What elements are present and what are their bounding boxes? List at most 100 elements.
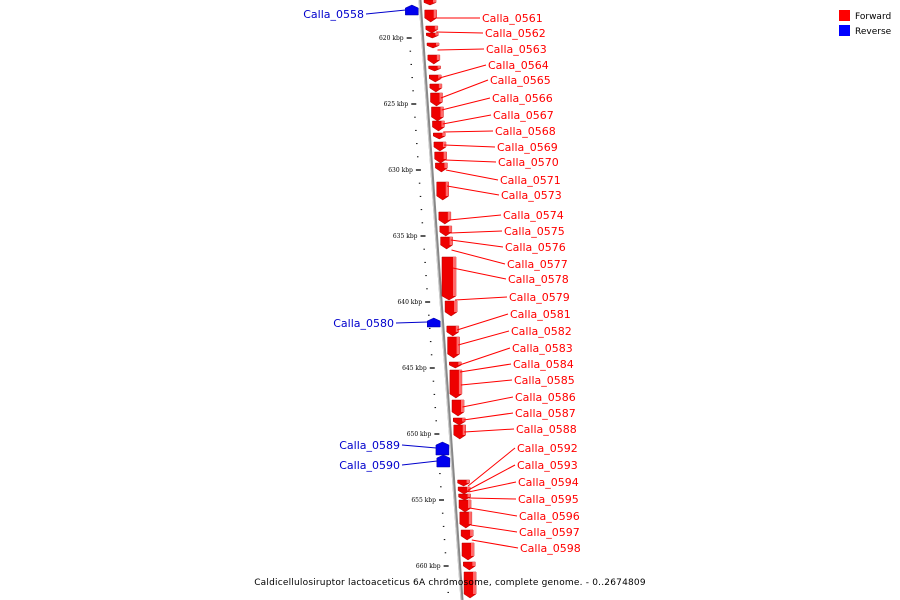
- legend-label: Reverse: [855, 27, 892, 37]
- forward-gene-shade: [454, 301, 458, 312]
- forward-gene-shade: [443, 152, 447, 159]
- tick-label: 660 kbp: [416, 563, 441, 570]
- forward-gene-leader: [462, 396, 514, 408]
- forward-gene-shade: [435, 33, 439, 36]
- reverse-gene-leader: [401, 460, 438, 466]
- legend-swatch: [839, 25, 850, 36]
- forward-gene-leader: [467, 447, 516, 487]
- forward-gene-shade: [436, 43, 440, 46]
- forward-gene-leader: [440, 79, 489, 99]
- forward-gene-shade: [456, 337, 460, 354]
- tick-label: 625 kbp: [384, 101, 409, 108]
- forward-gene-label: Calla_0598: [520, 542, 581, 555]
- forward-gene-leader: [469, 507, 518, 517]
- forward-gene-leader: [437, 48, 485, 51]
- forward-gene-leader: [452, 267, 507, 280]
- reverse-gene-label: Calla_0580: [333, 317, 394, 330]
- forward-gene-shade: [468, 500, 471, 508]
- forward-gene-label: Calla_0597: [519, 526, 580, 539]
- tick-label: 630 kbp: [388, 167, 413, 174]
- forward-gene-shade: [458, 370, 462, 394]
- forward-gene-label: Calla_0585: [514, 374, 575, 387]
- forward-gene-shade: [437, 66, 441, 69]
- forward-gene-shade: [452, 257, 456, 296]
- forward-gene-label: Calla_0579: [509, 291, 570, 304]
- forward-gene-shade: [442, 133, 446, 136]
- forward-gene-leader: [450, 239, 504, 248]
- forward-gene-label: Calla_0587: [515, 407, 576, 420]
- forward-gene-label: Calla_0588: [516, 423, 577, 436]
- forward-gene-label: Calla_0564: [488, 59, 549, 72]
- forward-gene-label: Calla_0596: [519, 510, 580, 523]
- forward-gene-leader: [464, 428, 515, 433]
- forward-gene-leader: [454, 296, 508, 301]
- tick-label: 655 kbp: [411, 497, 436, 504]
- forward-gene-shade: [472, 562, 476, 566]
- forward-gene-label: Calla_0569: [497, 141, 558, 154]
- reverse-gene-leader: [395, 321, 428, 324]
- forward-gene-label: Calla_0594: [518, 476, 579, 489]
- forward-gene-label: Calla_0578: [508, 273, 569, 286]
- forward-gene-shade: [433, 10, 437, 18]
- forward-gene-shade: [467, 494, 471, 497]
- forward-gene-shade: [434, 26, 438, 30]
- forward-gene-shade: [458, 362, 462, 365]
- forward-gene-label: Calla_0576: [505, 241, 566, 254]
- forward-gene-shade: [449, 237, 453, 245]
- chromosome-track-highlight: [418, 0, 462, 600]
- forward-gene-label: Calla_0562: [485, 27, 546, 40]
- reverse-gene-label: Calla_0558: [303, 8, 364, 21]
- forward-gene-shade: [440, 107, 444, 117]
- forward-gene-leader: [445, 169, 499, 181]
- forward-gene-label: Calla_0568: [495, 125, 556, 138]
- forward-gene-label: Calla_0583: [512, 342, 573, 355]
- forward-gene-shade: [442, 142, 446, 147]
- forward-gene-leader: [458, 330, 510, 346]
- forward-gene-label: Calla_0577: [507, 258, 568, 271]
- reverse-gene-feature: [427, 317, 441, 328]
- forward-gene-leader: [463, 412, 514, 421]
- forward-gene-leader: [436, 31, 484, 34]
- forward-gene-label: Calla_0573: [501, 189, 562, 202]
- forward-gene-shade: [462, 425, 466, 435]
- forward-gene-shade: [438, 84, 442, 88]
- forward-gene-label: Calla_0595: [518, 493, 579, 506]
- forward-gene-shade: [461, 400, 464, 412]
- forward-gene-label: Calla_0574: [503, 209, 564, 222]
- forward-gene-shade: [466, 480, 470, 483]
- forward-gene-label: Calla_0570: [498, 156, 559, 169]
- legend-label: Forward: [855, 12, 891, 22]
- forward-gene-label: Calla_0566: [492, 92, 553, 105]
- forward-gene-shade: [467, 487, 471, 491]
- forward-gene-shade: [438, 75, 442, 79]
- chromosome-track: [418, 0, 464, 600]
- forward-gene-leader: [459, 347, 511, 366]
- genome-caption: Caldicellulosiruptor lactoaceticus 6A ch…: [254, 578, 646, 588]
- forward-gene-label: Calla_0567: [493, 109, 554, 122]
- forward-gene-leader: [442, 114, 492, 125]
- forward-gene-shade: [433, 0, 436, 3]
- reverse-gene-label: Calla_0589: [339, 439, 400, 452]
- forward-gene-label: Calla_0593: [517, 459, 578, 472]
- tick-label: 640 kbp: [397, 299, 422, 306]
- forward-gene-label: Calla_0571: [500, 174, 561, 187]
- forward-gene-shade: [444, 163, 448, 168]
- reverse-gene-feature: [435, 441, 450, 456]
- reverse-gene-label: Calla_0590: [339, 459, 400, 472]
- legend-swatch: [839, 10, 850, 21]
- forward-gene-leader: [456, 313, 509, 331]
- reverse-gene-feature: [405, 4, 419, 16]
- forward-gene-leader: [449, 214, 502, 221]
- reverse-gene-feature: [436, 454, 451, 468]
- forward-gene-shade: [447, 212, 451, 220]
- forward-gene-label: Calla_0592: [517, 442, 578, 455]
- forward-gene-label: Calla_0581: [510, 308, 571, 321]
- forward-gene-label: Calla_0563: [486, 43, 547, 56]
- forward-gene-leader: [471, 539, 519, 549]
- forward-gene-leader: [439, 64, 487, 79]
- reverse-gene-leader: [401, 444, 437, 449]
- forward-gene-leader: [468, 481, 517, 493]
- forward-gene-label: Calla_0582: [511, 325, 572, 338]
